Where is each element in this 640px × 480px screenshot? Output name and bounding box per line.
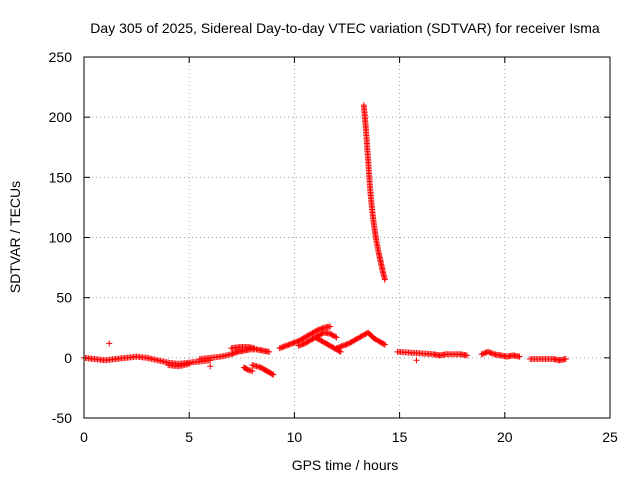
- data-point: [266, 348, 273, 355]
- data-point: [270, 371, 277, 378]
- data-point: [337, 348, 344, 355]
- data-point: [106, 340, 113, 347]
- y-tick-label: 150: [49, 169, 73, 185]
- y-tick-label: 250: [49, 49, 73, 65]
- data-point: [347, 339, 354, 346]
- y-tick-labels: -50 0 50 100 150 200 250: [49, 49, 73, 426]
- data-point: [351, 337, 358, 344]
- data-point: [305, 332, 312, 339]
- data-point: [329, 332, 336, 339]
- data-point: [296, 337, 303, 344]
- y-tick-label: 100: [49, 230, 73, 246]
- data-point: [328, 331, 335, 338]
- data-point: [306, 337, 313, 344]
- data-point: [306, 331, 313, 338]
- data-point: [348, 338, 355, 345]
- data-point: [186, 360, 193, 367]
- data-point: [301, 340, 308, 347]
- data-point: [380, 340, 387, 347]
- y-tick-label: -50: [52, 410, 72, 426]
- data-point: [463, 352, 470, 359]
- x-axis-label: GPS time / hours: [292, 457, 399, 473]
- data-point: [381, 341, 388, 348]
- data-point: [413, 357, 420, 364]
- data-point: [375, 337, 382, 344]
- data-point: [371, 335, 378, 342]
- x-tick-label: 0: [80, 429, 88, 445]
- data-point: [361, 331, 368, 338]
- data-point: [305, 338, 312, 345]
- data-point: [327, 323, 334, 330]
- grid: [84, 57, 610, 418]
- data-point: [356, 334, 363, 341]
- data-point: [381, 276, 388, 283]
- data-point: [354, 335, 361, 342]
- data-point: [300, 335, 307, 342]
- data-point: [309, 330, 316, 337]
- axis-ticks: [83, 56, 611, 419]
- y-tick-label: 200: [49, 109, 73, 125]
- data-point: [330, 332, 337, 339]
- x-tick-label: 20: [497, 429, 513, 445]
- data-point: [303, 333, 310, 340]
- x-tick-labels: 0 5 10 15 20 25: [80, 429, 618, 445]
- data-point: [562, 356, 569, 363]
- data-point: [304, 332, 311, 339]
- data-point: [304, 338, 311, 345]
- data-point: [346, 340, 353, 347]
- data-point: [251, 345, 258, 352]
- x-tick-label: 25: [602, 429, 618, 445]
- y-axis-label: SDTVAR / TECUs: [7, 181, 23, 293]
- data-point: [349, 338, 356, 345]
- data-point: [372, 336, 379, 343]
- data-point: [373, 337, 380, 344]
- x-tick-label: 5: [185, 429, 193, 445]
- x-tick-label: 15: [392, 429, 408, 445]
- data-point: [308, 336, 315, 343]
- data-point: [249, 368, 256, 375]
- data-point: [269, 371, 276, 378]
- data-point: [301, 334, 308, 341]
- data-point: [357, 333, 364, 340]
- data-point: [358, 333, 365, 340]
- data-point: [332, 333, 339, 340]
- data-point: [333, 334, 340, 341]
- data-point: [299, 335, 306, 342]
- data-point: [327, 330, 334, 337]
- plot-frame: [83, 56, 611, 419]
- data-point: [359, 332, 366, 339]
- data-point: [312, 328, 319, 335]
- y-tick-label: 50: [56, 290, 72, 306]
- chart-title: Day 305 of 2025, Sidereal Day-to-day VTE…: [90, 20, 600, 36]
- y-tick-label: 0: [64, 350, 72, 366]
- data-point: [318, 331, 325, 338]
- data-point: [353, 336, 360, 343]
- data-point: [298, 336, 305, 343]
- data-points: [81, 102, 569, 378]
- data-point: [310, 329, 317, 336]
- data-point: [313, 327, 320, 334]
- data-point: [207, 363, 214, 370]
- data-point: [317, 331, 324, 338]
- data-point: [308, 330, 315, 337]
- data-point: [303, 339, 310, 346]
- x-tick-label: 10: [287, 429, 303, 445]
- data-point: [516, 353, 523, 360]
- data-point: [352, 336, 359, 343]
